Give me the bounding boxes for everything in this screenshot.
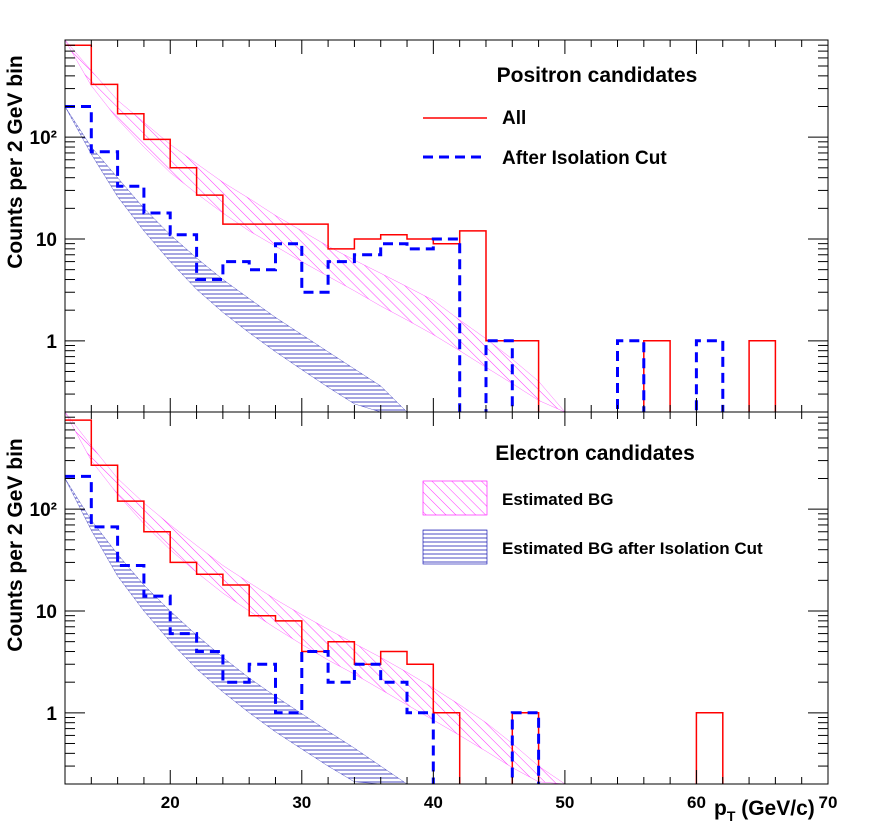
legend-estimated-bg-isolation-swatch <box>422 529 488 565</box>
electron-bands <box>65 412 566 784</box>
positron-y-axis-label: Counts per 2 GeV bin <box>4 55 27 269</box>
positron-axes: 1 10 10² <box>30 39 829 413</box>
positron-band-estimated-bg <box>65 40 566 412</box>
positron-series <box>65 44 777 412</box>
legend-all-label: All <box>502 108 526 129</box>
x-tick-label: 60 <box>687 793 706 812</box>
electron-legend-title: Electron candidates <box>495 442 695 465</box>
positron-y-tick-label: 10² <box>30 128 57 149</box>
x-tick-label: 70 <box>819 793 838 812</box>
electron-band-estimated-bg-isolation <box>65 478 408 784</box>
electron-y-axis-label: Counts per 2 GeV bin <box>4 438 27 652</box>
electron-y-tick-label: 10 <box>36 602 57 623</box>
positron-series-after-isolation <box>65 105 725 412</box>
positron-panel: 1 10 10² Counts per 2 GeV bin Positron can… <box>4 39 829 413</box>
electron-series-all <box>65 419 724 784</box>
electron-band-estimated-bg <box>65 412 566 784</box>
x-tick-label: 20 <box>161 793 180 812</box>
electron-legend: Electron candidates Estimated BG Estimat… <box>422 442 763 565</box>
x-axis-label-subscript: T <box>727 808 736 824</box>
electron-y-tick-label: 1 <box>46 704 57 725</box>
positron-band-estimated-bg-isolation <box>65 106 408 412</box>
positron-legend: Positron candidates All After Isolation … <box>423 64 697 169</box>
x-axis-label-unit: (GeV/c) <box>735 797 814 820</box>
positron-frame <box>64 39 829 413</box>
x-tick-label: 40 <box>424 793 443 812</box>
positron-series-all <box>65 44 777 412</box>
legend-estimated-bg-swatch <box>422 480 488 516</box>
positron-y-tick-label: 1 <box>46 332 57 353</box>
x-axis-label: pT (GeV/c) <box>714 797 815 824</box>
legend-after-isolation-label: After Isolation Cut <box>502 148 667 169</box>
legend-estimated-bg-isolation-label: Estimated BG after Isolation Cut <box>502 539 763 558</box>
x-tick-label: 30 <box>292 793 311 812</box>
electron-series-after-isolation <box>65 474 541 784</box>
x-tick-label: 50 <box>555 793 574 812</box>
legend-estimated-bg-label: Estimated BG <box>502 490 613 509</box>
positron-y-tick-label: 10 <box>36 230 57 251</box>
positron-bands <box>65 40 566 412</box>
electron-series <box>65 419 724 784</box>
electron-frame <box>64 411 829 785</box>
positron-legend-title: Positron candidates <box>497 64 698 87</box>
electron-axes: 1 10 10² 20 30 40 50 60 70 <box>30 411 838 812</box>
electron-y-tick-label: 10² <box>30 500 57 521</box>
x-axis-label-main: p <box>714 797 727 820</box>
